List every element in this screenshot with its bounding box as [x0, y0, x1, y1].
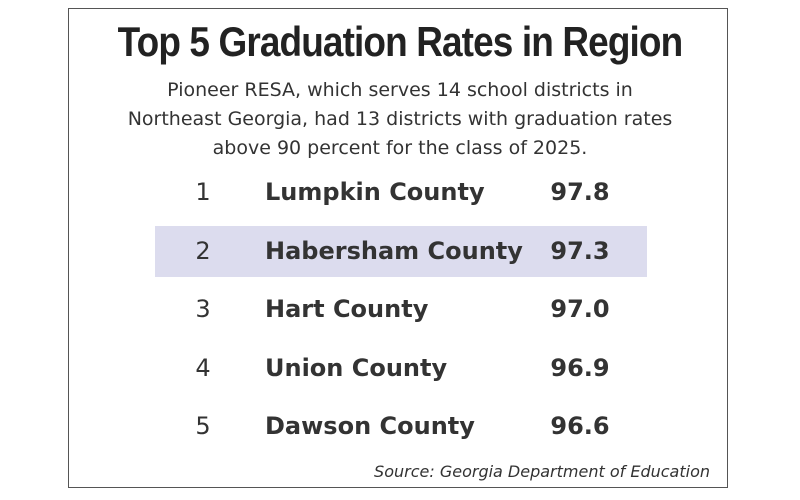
graduation-rate: 96.9	[550, 353, 610, 382]
table-row: 4 Union County 96.9	[0, 339, 800, 398]
table-row: 3 Hart County 97.0	[0, 280, 800, 339]
rank: 1	[195, 178, 211, 206]
title: Top 5 Graduation Rates in Region	[117, 18, 683, 65]
graduation-rate: 97.8	[550, 178, 610, 206]
source-note: Source: Georgia Department of Education	[374, 462, 710, 481]
table: 1 Lumpkin County 97.8 2 Habersham County 97.3…	[0, 163, 800, 456]
county-name: Habersham County	[265, 236, 523, 265]
county-name: Union County	[265, 353, 448, 382]
rank: 2	[195, 236, 211, 265]
county-name: Hart County	[265, 295, 429, 323]
subtitle-line: above 90 percent for the class of 2025.	[212, 137, 588, 159]
subtitle: Pioneer RESA, which serves 14 school dis…	[0, 76, 800, 163]
row-highlight	[155, 225, 647, 277]
county-name: Dawson County	[265, 412, 475, 440]
table-row: 1 Lumpkin County 97.8	[0, 163, 800, 222]
rank: 3	[195, 295, 211, 323]
graduation-rate: 96.6	[550, 412, 610, 440]
rank: 4	[195, 353, 211, 382]
subtitle-line: Northeast Georgia, had 13 districts with…	[127, 108, 673, 130]
subtitle-line: Pioneer RESA, which serves 14 school dis…	[167, 79, 633, 101]
table-row: 2 Habersham County 97.3	[0, 222, 800, 281]
table-row: 5 Dawson County 96.6	[0, 397, 800, 456]
county-name: Lumpkin County	[265, 178, 485, 206]
graduation-rate: 97.3	[550, 236, 610, 265]
graduation-rate: 97.0	[550, 295, 610, 323]
frame	[68, 8, 728, 488]
rank: 5	[195, 412, 211, 440]
